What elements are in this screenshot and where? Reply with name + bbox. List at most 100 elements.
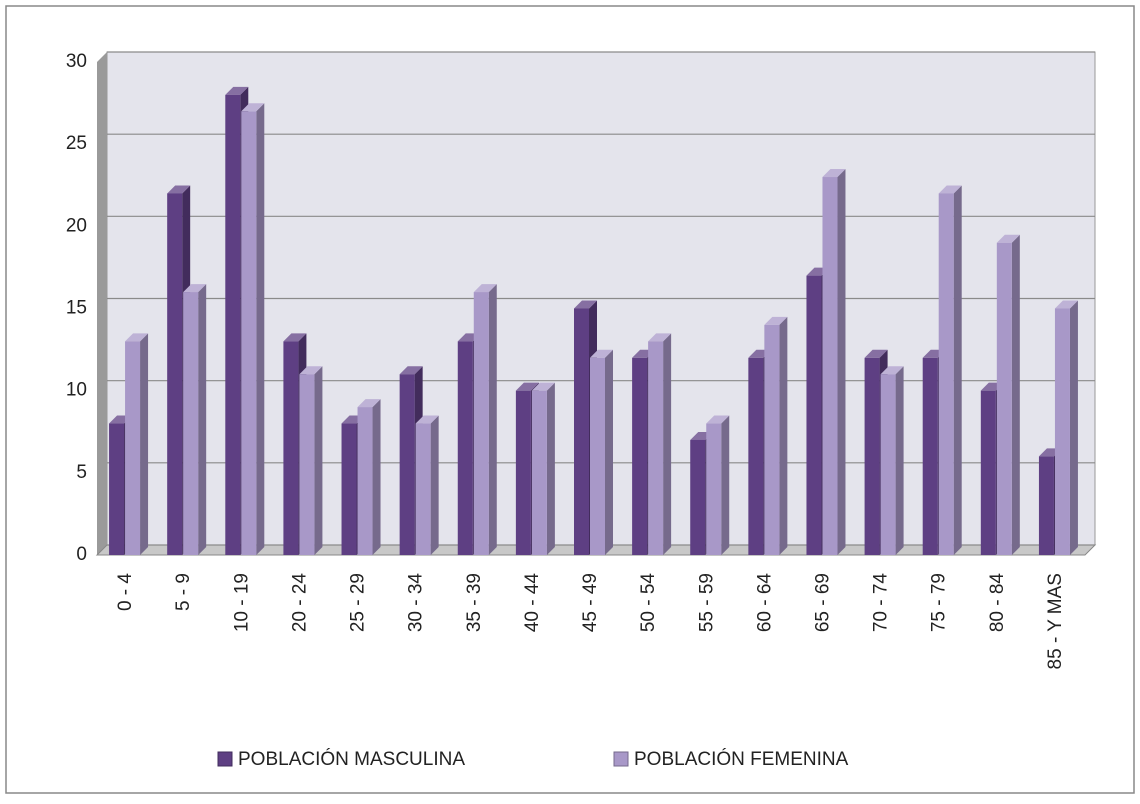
bar xyxy=(109,423,125,555)
bar xyxy=(922,357,938,555)
legend-label: POBLACIÓN MASCULINA xyxy=(238,748,465,770)
x-tick-label: 65 - 69 xyxy=(812,573,833,632)
bar-top xyxy=(183,284,207,293)
bar xyxy=(996,242,1012,555)
bar xyxy=(399,374,415,555)
bar-side xyxy=(837,169,846,556)
x-tick-label: 40 - 44 xyxy=(522,573,543,633)
bar xyxy=(283,341,299,555)
bar xyxy=(632,357,648,555)
bar-side xyxy=(198,284,207,555)
bar xyxy=(341,423,357,555)
y-tick-label: 30 xyxy=(66,51,87,72)
bar-top xyxy=(299,366,323,375)
bar-side xyxy=(314,366,323,555)
bar xyxy=(299,374,315,555)
bar-top xyxy=(648,333,672,342)
bar xyxy=(531,390,547,555)
y-tick-label: 25 xyxy=(66,133,87,154)
bar-side xyxy=(1011,234,1020,555)
left-wall xyxy=(97,52,107,555)
bar xyxy=(706,423,722,555)
bar xyxy=(648,341,664,555)
bar xyxy=(183,292,199,555)
bar-top xyxy=(590,349,613,358)
bar-side xyxy=(605,349,613,555)
bar-top xyxy=(822,169,846,178)
bar xyxy=(167,193,183,555)
bar xyxy=(1054,308,1070,555)
x-tick-label: 5 - 9 xyxy=(173,573,194,611)
x-tick-label: 10 - 19 xyxy=(231,573,252,632)
bar-top xyxy=(574,300,597,309)
bar xyxy=(241,111,257,556)
bar xyxy=(473,292,489,555)
bar-side xyxy=(546,382,555,555)
bar-top xyxy=(357,399,381,408)
bar-top xyxy=(399,366,423,375)
bar xyxy=(457,341,473,555)
bar-top xyxy=(938,185,962,194)
bar xyxy=(574,308,589,555)
bar xyxy=(864,357,880,555)
y-tick-label: 20 xyxy=(66,215,87,236)
x-tick-label: 75 - 79 xyxy=(929,573,950,632)
y-tick-label: 10 xyxy=(66,380,87,401)
bar-top xyxy=(225,86,249,95)
bar xyxy=(357,407,373,555)
bar-side xyxy=(256,103,265,556)
bar xyxy=(980,390,996,555)
bar xyxy=(822,177,838,556)
bar-top xyxy=(515,382,539,391)
x-tick-label: 60 - 64 xyxy=(754,573,775,633)
x-tick-label: 45 - 49 xyxy=(580,573,601,632)
x-tick-label: 35 - 39 xyxy=(464,573,485,632)
bar-top xyxy=(167,185,191,194)
x-tick-label: 50 - 54 xyxy=(638,573,659,633)
x-tick-label: 0 - 4 xyxy=(115,573,136,611)
bar-top xyxy=(531,382,555,391)
bar-top xyxy=(864,349,888,358)
bar xyxy=(806,275,822,555)
bar-side xyxy=(953,185,962,555)
bar xyxy=(764,324,780,555)
bar-side xyxy=(663,333,672,555)
bar xyxy=(1038,456,1054,555)
legend-swatch xyxy=(613,751,629,767)
x-tick-label: 30 - 34 xyxy=(406,573,427,633)
x-tick-label: 25 - 29 xyxy=(348,573,369,632)
bar xyxy=(880,374,896,555)
bar xyxy=(748,357,764,555)
bar-top xyxy=(764,316,788,325)
bar xyxy=(938,193,954,555)
x-tick-label: 70 - 74 xyxy=(871,573,892,633)
bar-side xyxy=(430,415,439,555)
bar-top xyxy=(125,333,149,342)
x-tick-label: 80 - 84 xyxy=(987,573,1008,633)
bar-top xyxy=(241,103,265,112)
legend-label: POBLACIÓN FEMENINA xyxy=(634,748,849,770)
bar-top xyxy=(706,415,730,424)
bar xyxy=(515,390,531,555)
bar-side xyxy=(721,415,730,555)
bar xyxy=(415,423,431,555)
bar-side xyxy=(488,284,497,555)
y-tick-label: 5 xyxy=(76,462,87,483)
x-tick-label: 85 - Y MAS xyxy=(1045,573,1066,669)
bar-side xyxy=(140,333,149,555)
legend-swatch xyxy=(217,751,233,767)
bar-top xyxy=(415,415,439,424)
bar-top xyxy=(880,366,904,375)
bar xyxy=(225,94,241,555)
bar-side xyxy=(779,316,788,555)
bar xyxy=(690,439,706,555)
y-tick-label: 15 xyxy=(66,298,87,319)
bar-top xyxy=(473,284,497,293)
bar-side xyxy=(895,366,904,555)
bar-top xyxy=(996,234,1020,243)
bar-top xyxy=(283,333,307,342)
bar xyxy=(590,357,605,555)
bar-side xyxy=(1069,300,1078,555)
x-tick-label: 55 - 59 xyxy=(696,573,717,632)
